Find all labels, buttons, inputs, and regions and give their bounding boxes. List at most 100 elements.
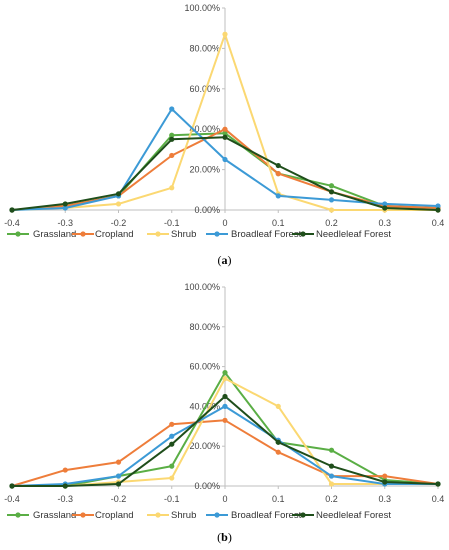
y-tick-label: 80.00% [189,43,220,53]
legend-marker-broadleaf-forest [214,512,220,518]
legend-marker-cropland [80,231,86,237]
legend-label-needleleaf-forest: Needleleaf Forest [316,510,391,521]
data-point-cropland [169,152,175,159]
data-point-broadleaf-forest [382,201,388,207]
y-tick-label: 0.00% [194,205,220,215]
y-tick-label: 0.00% [194,481,220,491]
data-point-grassland [328,183,335,189]
data-point-broadleaf-forest [62,205,68,211]
data-point-shrub [115,201,122,207]
data-point-cropland [169,421,175,427]
data-point-needleleaf-forest [115,481,122,487]
legend-marker-needleleaf-forest [300,231,306,237]
x-tick-label: 0 [222,494,227,504]
x-tick-label: -0.4 [4,218,20,228]
data-point-shrub [222,375,228,382]
data-point-grassland [222,130,228,136]
x-tick-label: -0.4 [4,494,20,504]
data-point-cropland [115,459,122,465]
data-point-grassland [169,132,175,138]
legend-label-shrub: Shrub [171,510,196,521]
figure-caption: (a) [218,253,232,267]
data-point-needleleaf-forest [435,207,441,213]
legend-label-shrub: Shrub [171,229,196,240]
data-point-shrub [169,185,175,191]
chart-panel-a: 0.00% 20.00% 40.00% 60.00% 80.00% 100.00% -0.4… [4,3,444,267]
x-tick-label: -0.2 [111,218,127,228]
data-point-shrub [169,475,175,481]
data-point-cropland [62,467,68,473]
data-point-broadleaf-forest [169,433,175,439]
y-tick-label: 100.00% [184,3,220,13]
data-point-cropland [275,171,281,177]
data-point-needleleaf-forest [382,479,388,485]
data-point-needleleaf-forest [222,393,228,400]
data-point-cropland [382,473,388,479]
legend-label-needleleaf-forest: Needleleaf Forest [316,229,391,240]
data-point-broadleaf-forest [275,193,281,199]
legend-label-broadleaf-forest: Broadleaf Forest [231,229,302,240]
x-tick-label: 0.1 [272,218,285,228]
data-point-grassland [328,447,335,453]
x-tick-label: 0.2 [325,218,338,228]
data-point-broadleaf-forest [328,473,335,479]
data-point-needleleaf-forest [435,481,441,487]
data-point-needleleaf-forest [115,191,122,197]
x-tick-label: 0.3 [378,218,391,228]
x-tick-label: 0.3 [378,494,391,504]
data-point-needleleaf-forest [222,134,228,140]
legend-marker-shrub [155,231,161,237]
legend-marker-cropland [80,512,86,518]
data-point-grassland [222,369,228,376]
legend-marker-grassland [15,512,21,518]
x-tick-label: 0.1 [272,494,285,504]
x-tick-label: 0 [222,218,227,228]
x-tick-label: 0.2 [325,494,338,504]
data-point-needleleaf-forest [9,483,15,489]
y-tick-label: 80.00% [189,322,220,332]
legend-label-broadleaf-forest: Broadleaf Forest [231,510,302,521]
data-point-needleleaf-forest [275,439,281,445]
data-point-needleleaf-forest [9,207,15,213]
data-point-shrub [328,207,335,213]
x-tick-label: -0.2 [111,494,127,504]
x-tick-label: -0.3 [57,494,73,504]
data-point-cropland [222,126,228,132]
data-point-grassland [169,463,175,469]
legend-marker-needleleaf-forest [300,512,306,518]
data-point-cropland [222,417,228,423]
data-point-needleleaf-forest [328,189,335,195]
x-tick-label: -0.1 [164,218,180,228]
data-point-shrub [275,403,281,409]
y-tick-label: 60.00% [189,84,220,94]
data-point-broadleaf-forest [435,203,441,209]
legend-marker-broadleaf-forest [214,231,220,237]
data-point-broadleaf-forest [169,106,175,112]
data-point-broadleaf-forest [115,473,122,479]
data-point-needleleaf-forest [169,136,175,142]
y-tick-label: 60.00% [189,362,220,372]
data-point-needleleaf-forest [328,463,335,469]
legend-marker-shrub [155,512,161,518]
data-point-needleleaf-forest [275,162,281,169]
legend-marker-grassland [15,231,21,237]
data-point-needleleaf-forest [62,201,68,207]
x-tick-label: -0.3 [57,218,73,228]
chart-panel-b: 0.00%20.00%40.00%60.00%80.00%100.00%-0.4… [4,282,444,544]
data-point-needleleaf-forest [382,205,388,211]
data-point-broadleaf-forest [328,197,335,203]
legend-label-grassland: Grassland [33,510,76,521]
legend-label-cropland: Cropland [95,510,134,521]
y-tick-label: 20.00% [189,165,220,175]
x-tick-label: 0.4 [432,494,445,504]
data-point-broadleaf-forest [222,403,228,409]
data-point-broadleaf-forest [222,156,228,163]
x-tick-label: -0.1 [164,494,180,504]
y-tick-label: 100.00% [184,282,220,292]
y-tick-label: 20.00% [189,441,220,451]
data-point-shrub [222,31,228,37]
data-point-needleleaf-forest [62,483,68,489]
data-point-cropland [275,449,281,455]
data-point-shrub [328,481,335,487]
